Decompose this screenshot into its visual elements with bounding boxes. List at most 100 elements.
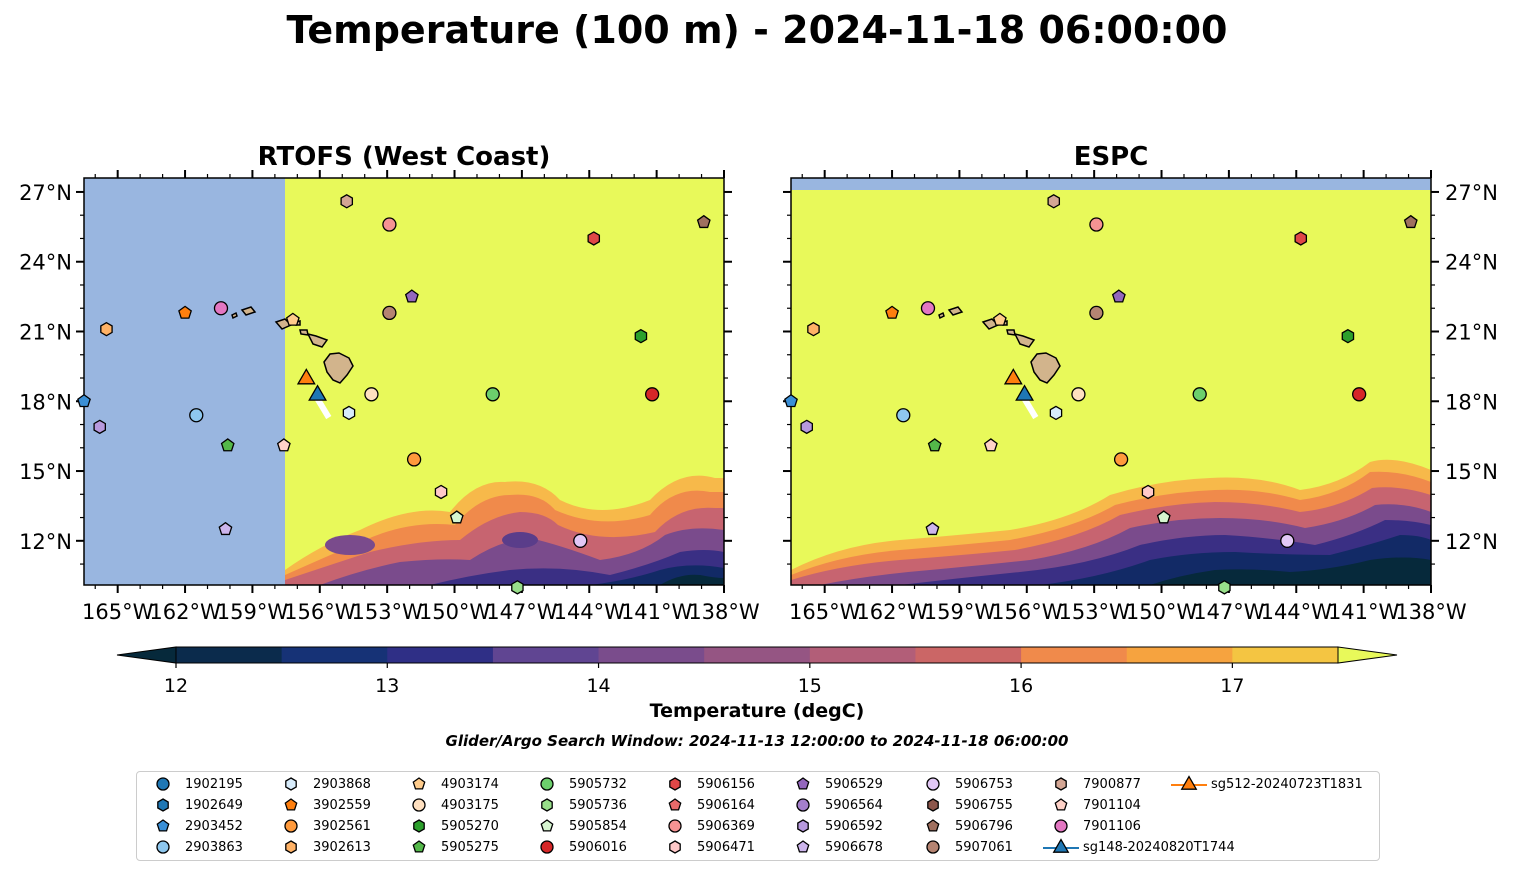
float-marker-5907061 (382, 305, 397, 321)
circle-marker-icon (284, 819, 298, 833)
legend-symbol (412, 840, 426, 853)
pentagon-marker-icon (1054, 798, 1068, 811)
glider-marker-sg512-20240723T1831 (296, 368, 316, 385)
legend-symbol (669, 840, 681, 854)
colorbar-bin (915, 647, 1022, 663)
float-marker-4903174 (992, 312, 1007, 326)
circle-marker-icon (926, 777, 940, 791)
colorbar-tick-label: 12 (164, 675, 188, 697)
triangle-marker-icon (1171, 775, 1207, 790)
legend-label: 5906678 (825, 839, 883, 855)
lat-tick-label: 21°N (19, 320, 72, 344)
hexagon-marker-icon (541, 798, 553, 812)
colorbar-tick-label: 15 (798, 675, 822, 697)
lat-tick-label: 12°N (1445, 530, 1498, 554)
circle-marker-icon (540, 777, 554, 791)
legend-symbol (285, 840, 297, 854)
float-marker-7901104 (276, 438, 291, 452)
float-marker-5906016 (1351, 387, 1367, 402)
panel-title-rtofs: RTOFS (West Coast) (257, 142, 551, 172)
colorbar-bin (492, 647, 600, 663)
colorbar-bin (1021, 647, 1128, 663)
legend-label: 5906753 (955, 776, 1013, 792)
legend-item-3902561: 3902561 (271, 817, 371, 835)
legend-item-3902613: 3902613 (271, 838, 371, 856)
lat-tick-label: 27°N (19, 181, 72, 205)
legend-item-5905732: 5905732 (527, 775, 627, 793)
float-marker-7901106 (920, 301, 936, 316)
glider-track-line (314, 397, 332, 420)
map-frame-espc (790, 177, 1432, 586)
legend-label: 7901104 (1083, 797, 1141, 813)
float-marker-5907061 (1089, 305, 1104, 321)
legend-symbol (927, 798, 939, 812)
colorbar: 12 13 14 15 16 17 (116, 646, 1398, 697)
lon-tick-label: 150°W (419, 600, 491, 624)
legend-item-1902649: 1902649 (143, 796, 243, 814)
colorbar-extend-high (1337, 646, 1398, 664)
float-marker-5906753 (1280, 533, 1295, 548)
lat-tick-label: 18°N (19, 390, 72, 414)
pentagon-marker-icon (412, 840, 426, 853)
glider-track (1021, 397, 1039, 420)
float-marker-5905270 (634, 328, 648, 344)
colorbar-bin (281, 647, 388, 663)
pentagon-marker-icon (668, 798, 682, 811)
float-marker-3902561 (1113, 452, 1129, 467)
circle-marker-icon (156, 777, 170, 791)
legend-item-5907061: 5907061 (913, 838, 1013, 856)
float-marker-7901104 (983, 438, 998, 452)
glider-marker-sg148-20240820T1744 (1015, 384, 1034, 401)
pentagon-marker-icon (796, 777, 810, 790)
temperature-contours (285, 475, 724, 585)
legend-item-5906529: 5906529 (783, 775, 883, 793)
legend-label: 5906529 (825, 776, 883, 792)
glider-track (314, 397, 332, 420)
legend-symbol (1055, 777, 1067, 791)
pentagon-marker-icon (796, 840, 810, 853)
float-marker-5906796 (1403, 214, 1418, 229)
colorbar-extend-low (116, 646, 177, 664)
pentagon-marker-icon (540, 819, 554, 832)
float-marker-5905732 (1192, 387, 1207, 402)
no-data-region (84, 178, 285, 585)
legend-item-4903174: 4903174 (399, 775, 499, 793)
legend-label: 7901106 (1083, 818, 1141, 834)
legend-label: 3902613 (313, 839, 371, 855)
float-marker-2903863 (896, 408, 911, 423)
legend-item-5906369: 5906369 (655, 817, 755, 835)
lat-tick-label: 12°N (19, 530, 72, 554)
lon-tick-label: 141°W (621, 600, 693, 624)
colorbar-tick-label: 16 (1009, 675, 1033, 697)
float-marker-3902561 (406, 452, 422, 467)
map-panel-rtofs (84, 178, 724, 585)
legend-label: 5906016 (569, 839, 627, 855)
legend-item-5905275: 5905275 (399, 838, 499, 856)
colorbar-tick-label: 14 (586, 675, 610, 697)
float-marker-5905854 (449, 510, 464, 524)
hexagon-marker-icon (669, 840, 681, 854)
colorbar-bin (598, 647, 705, 663)
legend-symbol (412, 798, 426, 812)
figure-title: Temperature (100 m) - 2024-11-18 06:00:0… (286, 8, 1228, 52)
float-marker-5905736 (1218, 580, 1231, 595)
float-marker-5905736 (511, 580, 524, 595)
hexagon-marker-icon (669, 777, 681, 791)
float-marker-7900877 (1047, 194, 1061, 209)
legend-label: 5905736 (569, 797, 627, 813)
colorbar-bin (1232, 647, 1339, 663)
legend-item-5906564: 5906564 (783, 796, 883, 814)
float-marker-5906471 (434, 484, 448, 500)
float-marker-5906678 (218, 521, 233, 536)
legend-label: 5905732 (569, 776, 627, 792)
legend-label: 4903174 (441, 776, 499, 792)
circle-marker-icon (668, 819, 682, 833)
lon-tick-label: 165°W (789, 600, 861, 624)
lon-tick-label: 159°W (924, 600, 996, 624)
pentagon-marker-icon (156, 819, 170, 832)
hexagon-marker-icon (797, 819, 809, 833)
lat-tick-label: 15°N (19, 460, 72, 484)
legend-item-4903175: 4903175 (399, 796, 499, 814)
lon-tick-label: 159°W (217, 600, 289, 624)
legend-label: 5905270 (441, 818, 499, 834)
